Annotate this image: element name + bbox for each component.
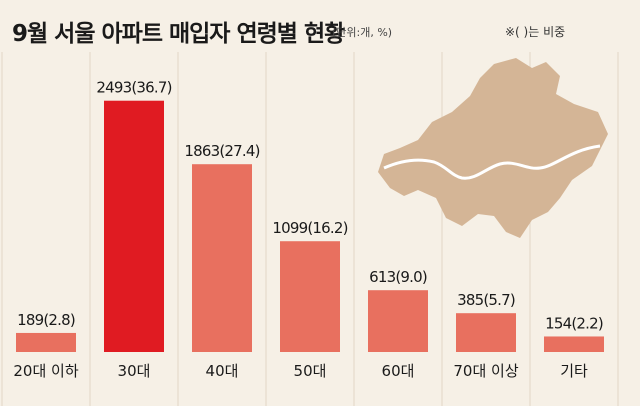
bar: [368, 290, 428, 352]
han-river-line: [383, 144, 601, 180]
bar-value-label: 154(2.2): [545, 314, 603, 332]
category-label: 70대 이상: [453, 362, 518, 380]
bar-value-label: 189(2.8): [17, 311, 75, 329]
bar: [280, 241, 340, 352]
unit-label: (단위:개, %): [332, 26, 393, 39]
bar-series: [16, 100, 604, 352]
category-label: 20대 이하: [13, 362, 78, 380]
seoul-map-icon: [378, 58, 608, 238]
bar: [192, 164, 252, 352]
category-label: 30대: [118, 362, 151, 380]
bar: [544, 336, 604, 352]
category-label: 50대: [294, 362, 327, 380]
category-labels: 20대 이하 30대 40대 50대 60대 70대 이상 기타: [13, 362, 588, 380]
category-label: 40대: [206, 362, 239, 380]
share-note: ※( )는 비중: [505, 25, 566, 39]
bar: [16, 332, 76, 352]
bar-value-label: 2493(36.7): [96, 79, 171, 97]
seoul-map-shape: [378, 58, 608, 238]
bar-value-label: 385(5.7): [457, 291, 515, 309]
bar-value-label: 613(9.0): [369, 268, 427, 286]
bar: [456, 313, 516, 352]
bar-value-label: 1099(16.2): [272, 219, 347, 237]
bar-value-label: 1863(27.4): [184, 142, 259, 160]
bar: [104, 100, 164, 352]
category-label: 60대: [382, 362, 415, 380]
chart-title: 9월 서울 아파트 매입자 연령별 현황: [12, 21, 345, 47]
category-label: 기타: [560, 362, 588, 380]
data-labels: 189(2.8) 2493(36.7) 1863(27.4) 1099(16.2) 61…: [17, 79, 604, 333]
